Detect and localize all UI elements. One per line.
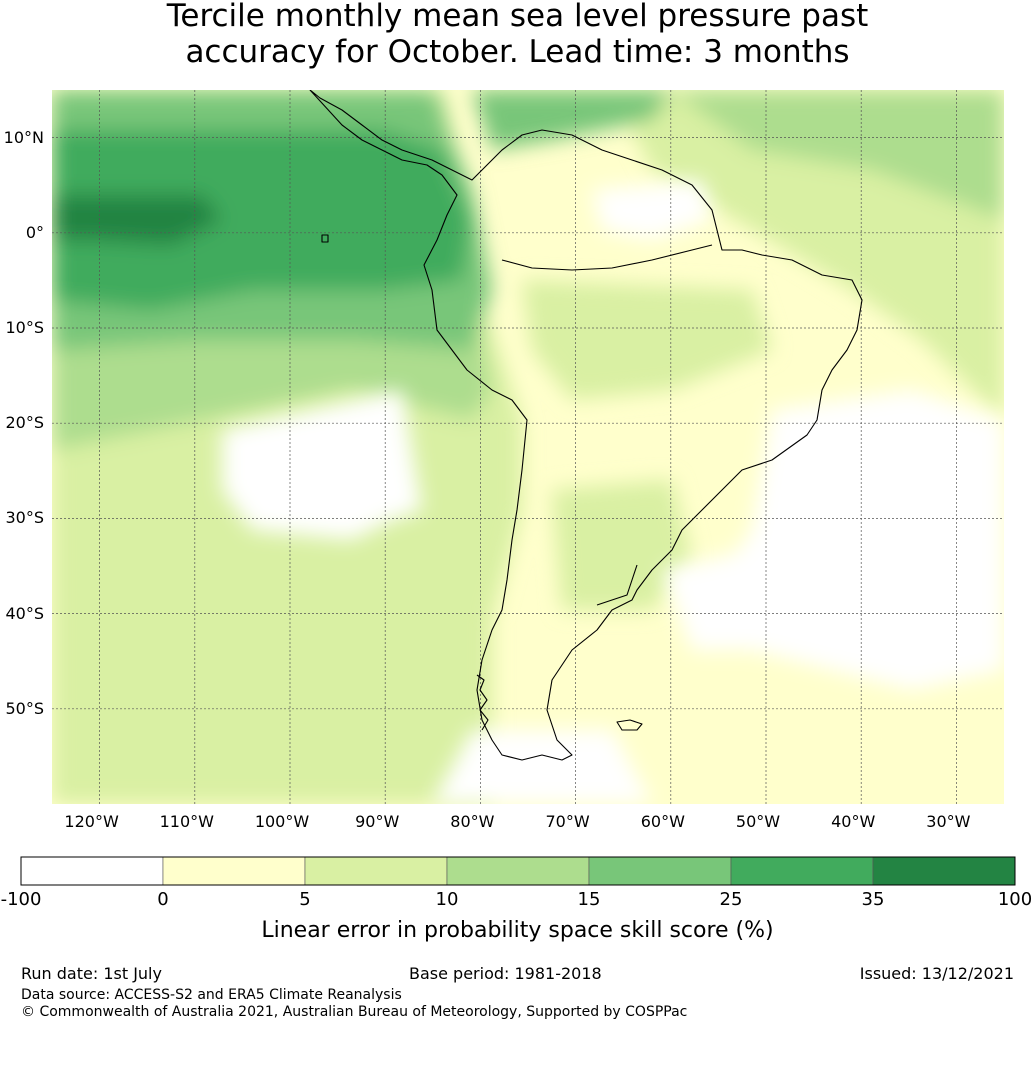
skill-field bbox=[52, 90, 1004, 804]
latitude-label: 10°S bbox=[5, 318, 44, 337]
coastline-galapagos bbox=[321, 234, 329, 243]
field-band-25-35 bbox=[52, 130, 472, 310]
field-band-5-10-interior bbox=[522, 280, 772, 400]
copyright: © Commonwealth of Australia 2021, Austra… bbox=[21, 1004, 688, 1020]
colorbar-tick-label: 35 bbox=[861, 889, 885, 910]
longitude-label: 120°W bbox=[64, 812, 119, 831]
colorbar-tick-label: 5 bbox=[299, 889, 311, 910]
latitude-label: 20°S bbox=[5, 413, 44, 433]
colorbar-tick-label: 10 bbox=[435, 889, 459, 910]
longitude-label: 60°W bbox=[640, 812, 685, 831]
map-title-line-2: accuracy for October. Lead time: 3 month… bbox=[185, 34, 850, 70]
longitude-label: 70°W bbox=[545, 812, 590, 831]
colorbar-segment bbox=[162, 856, 306, 886]
longitude-label: 100°W bbox=[254, 812, 310, 831]
coastline-plata-river bbox=[596, 564, 638, 606]
longitude-label: 50°W bbox=[735, 812, 781, 831]
field-negative-amazon bbox=[592, 180, 712, 240]
field-band-5-10-plata bbox=[552, 480, 692, 610]
field-band-35-100 bbox=[52, 195, 222, 245]
issued-date: Issued: 13/12/2021 bbox=[859, 964, 1014, 983]
latitude-label: 50°S bbox=[5, 698, 44, 718]
longitude-label: 110°W bbox=[159, 812, 214, 831]
colorbar-segment bbox=[20, 856, 164, 886]
colorbar-tick-label: -100 bbox=[0, 889, 42, 910]
coastline-chiloe-archipelago bbox=[476, 674, 489, 731]
colorbar-outline bbox=[20, 856, 1016, 886]
coastline-south-america bbox=[309, 90, 863, 761]
latitude-label: 10°N bbox=[3, 127, 44, 147]
colorbar-segment bbox=[872, 856, 1016, 886]
colorbar-segment bbox=[588, 856, 732, 886]
field-band-10-15-east bbox=[672, 90, 1004, 220]
longitude-label: 80°W bbox=[450, 812, 495, 831]
base-period: Base period: 1981-2018 bbox=[409, 964, 602, 983]
coastline bbox=[309, 90, 863, 761]
colorbar-segment bbox=[304, 856, 448, 886]
latitude-label: 40°S bbox=[5, 603, 44, 623]
skill-score-map bbox=[52, 90, 1004, 804]
colorbar bbox=[20, 856, 1016, 886]
colorbar-tick-label: 25 bbox=[719, 889, 743, 910]
colorbar-tick-label: 15 bbox=[577, 889, 601, 910]
colorbar-tick-label: 100 bbox=[997, 889, 1033, 910]
latitude-label: 30°S bbox=[5, 508, 44, 528]
map-title-line-1: Tercile monthly mean sea level pressure … bbox=[166, 0, 869, 34]
longitude-label: 30°W bbox=[926, 812, 971, 831]
field-negative-south bbox=[432, 730, 652, 804]
run-date: Run date: 1st July bbox=[21, 964, 162, 983]
colorbar-segment bbox=[730, 856, 874, 886]
longitude-label: 90°W bbox=[355, 812, 400, 831]
colorbar-label: Linear error in probability space skill … bbox=[261, 918, 774, 943]
graticule bbox=[52, 90, 1004, 804]
longitude-label: 40°W bbox=[831, 812, 876, 831]
field-negative-pacific bbox=[222, 390, 422, 540]
colorbar-segment bbox=[446, 856, 590, 886]
data-source: Data source: ACCESS-S2 and ERA5 Climate … bbox=[21, 987, 402, 1003]
coastline-amazon-river bbox=[501, 244, 713, 271]
latitude-label: 0° bbox=[25, 222, 44, 242]
colorbar-tick-label: 0 bbox=[157, 889, 169, 910]
field-negative-southeast bbox=[662, 550, 812, 650]
coastline-falklands bbox=[616, 719, 643, 731]
